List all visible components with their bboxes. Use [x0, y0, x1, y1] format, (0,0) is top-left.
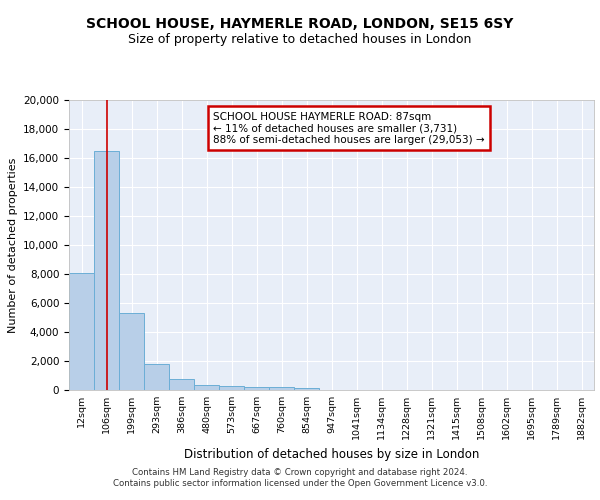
Bar [244, 387, 269, 390]
Bar [169, 379, 194, 390]
Bar [69, 272, 94, 390]
Bar [219, 386, 244, 390]
Bar [119, 313, 144, 390]
Bar [194, 385, 219, 390]
Text: SCHOOL HOUSE, HAYMERLE ROAD, LONDON, SE15 6SY: SCHOOL HOUSE, HAYMERLE ROAD, LONDON, SE1… [86, 18, 514, 32]
Text: SCHOOL HOUSE HAYMERLE ROAD: 87sqm
← 11% of detached houses are smaller (3,731)
8: SCHOOL HOUSE HAYMERLE ROAD: 87sqm ← 11% … [214, 112, 485, 145]
Bar [294, 388, 319, 390]
Text: Size of property relative to detached houses in London: Size of property relative to detached ho… [128, 32, 472, 46]
X-axis label: Distribution of detached houses by size in London: Distribution of detached houses by size … [184, 448, 479, 460]
Bar [269, 387, 294, 390]
Bar [94, 151, 119, 390]
Text: Contains HM Land Registry data © Crown copyright and database right 2024.
Contai: Contains HM Land Registry data © Crown c… [113, 468, 487, 487]
Bar [144, 364, 169, 390]
Y-axis label: Number of detached properties: Number of detached properties [8, 158, 17, 332]
